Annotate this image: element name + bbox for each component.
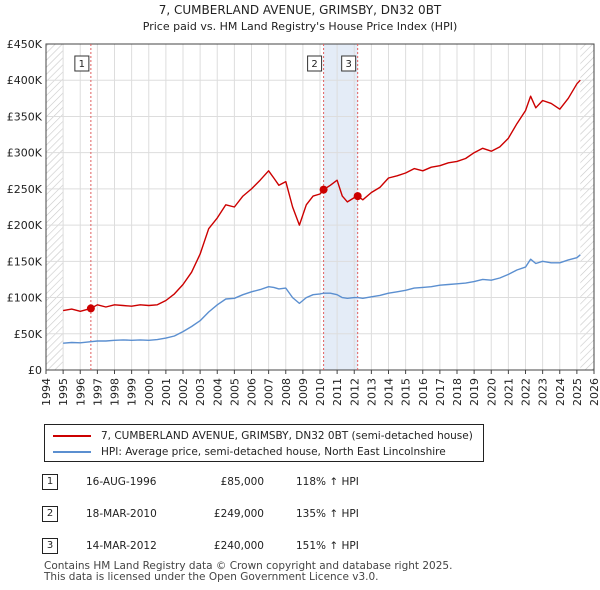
legend-item-property: 7, CUMBERLAND AVENUE, GRIMSBY, DN32 0BT … — [53, 428, 473, 444]
transaction-number-badge: 1 — [42, 474, 58, 490]
x-tick-label: 2003 — [194, 378, 207, 406]
table-row: 2 18-MAR-2010 £249,000 135% ↑ HPI — [42, 506, 442, 524]
y-tick-label: £300K — [7, 147, 43, 160]
x-tick-label: 2020 — [485, 378, 498, 406]
sale-point — [353, 192, 362, 201]
hpi-line — [63, 254, 581, 344]
legend: 7, CUMBERLAND AVENUE, GRIMSBY, DN32 0BT … — [44, 424, 484, 462]
x-tick-label: 2018 — [451, 378, 464, 406]
y-tick-label: £0 — [28, 364, 42, 377]
sale-label-box — [74, 55, 90, 72]
transaction-hpi: 118% ↑ HPI — [296, 476, 359, 488]
table-row: 1 16-AUG-1996 £85,000 118% ↑ HPI — [42, 474, 442, 492]
x-tick-label: 2009 — [297, 378, 310, 406]
y-tick-label: £400K — [7, 74, 43, 87]
sale-point — [86, 304, 95, 313]
y-tick-label: £50K — [14, 328, 43, 341]
y-tick-label: £250K — [7, 183, 43, 196]
x-tick-label: 2014 — [383, 378, 396, 406]
x-tick-label: 1998 — [109, 378, 122, 406]
y-tick-label: £200K — [7, 219, 43, 232]
legend-swatch-hpi — [53, 451, 91, 453]
y-tick-label: £350K — [7, 110, 43, 123]
x-tick-label: 1996 — [74, 378, 87, 406]
highlight-range — [323, 44, 358, 370]
chart-title: 7, CUMBERLAND AVENUE, GRIMSBY, DN32 0BT — [159, 3, 442, 17]
x-tick-label: 1997 — [91, 378, 104, 406]
x-tick-label: 2025 — [571, 378, 584, 406]
x-tick-label: 2015 — [400, 378, 413, 406]
transaction-number-badge: 2 — [42, 506, 58, 522]
x-tick-label: 2019 — [468, 378, 481, 406]
hatched-range — [580, 44, 594, 370]
transaction-date: 14-MAR-2012 — [86, 540, 157, 552]
legend-label-property: 7, CUMBERLAND AVENUE, GRIMSBY, DN32 0BT … — [101, 430, 473, 442]
x-tick-label: 1999 — [126, 378, 139, 406]
sale-point — [319, 185, 328, 194]
sale-label-box — [341, 55, 357, 72]
transaction-date: 18-MAR-2010 — [86, 508, 157, 520]
price-chart: 7, CUMBERLAND AVENUE, GRIMSBY, DN32 0BT … — [7, 3, 600, 406]
x-tick-label: 2006 — [246, 378, 259, 406]
x-tick-label: 2011 — [331, 378, 344, 406]
x-tick-label: 2024 — [554, 378, 567, 406]
x-tick-label: 2017 — [434, 378, 447, 406]
transaction-number-badge: 3 — [42, 538, 58, 554]
x-tick-label: 1994 — [40, 378, 53, 406]
x-tick-label: 2022 — [520, 378, 533, 406]
transaction-hpi: 151% ↑ HPI — [296, 540, 359, 552]
x-tick-label: 2021 — [502, 378, 515, 406]
x-tick-label: 1995 — [57, 378, 70, 406]
x-tick-label: 2013 — [365, 378, 378, 406]
legend-item-hpi: HPI: Average price, semi-detached house,… — [53, 444, 446, 460]
footer-licence: This data is licensed under the Open Gov… — [44, 571, 379, 583]
legend-swatch-property — [53, 435, 91, 437]
transaction-price: £240,000 — [213, 540, 264, 552]
sale-label: 2 — [311, 59, 317, 70]
hatched-range — [46, 44, 64, 370]
x-tick-label: 2008 — [280, 378, 293, 406]
x-tick-label: 2010 — [314, 378, 327, 406]
transaction-hpi: 135% ↑ HPI — [296, 508, 359, 520]
y-tick-label: £100K — [7, 292, 43, 305]
transaction-date: 16-AUG-1996 — [86, 476, 157, 488]
x-tick-label: 2002 — [177, 378, 190, 406]
y-tick-label: £450K — [7, 38, 43, 51]
legend-label-hpi: HPI: Average price, semi-detached house,… — [101, 446, 446, 458]
footer-copyright: Contains HM Land Registry data © Crown c… — [44, 560, 453, 572]
x-tick-label: 2026 — [588, 378, 600, 406]
transaction-price: £85,000 — [220, 476, 264, 488]
table-row: 3 14-MAR-2012 £240,000 151% ↑ HPI — [42, 538, 442, 556]
x-tick-label: 2023 — [537, 378, 550, 406]
y-tick-label: £150K — [7, 255, 43, 268]
sale-label: 3 — [345, 59, 351, 70]
x-tick-label: 2016 — [417, 378, 430, 406]
footer-attribution: Contains HM Land Registry data © Crown c… — [44, 561, 452, 583]
x-tick-label: 2007 — [263, 378, 276, 406]
sale-label-box — [307, 55, 323, 72]
transaction-price: £249,000 — [213, 508, 264, 520]
x-tick-label: 2001 — [160, 378, 173, 406]
plot-frame — [45, 43, 595, 371]
x-tick-label: 2004 — [211, 378, 224, 406]
x-tick-label: 2000 — [143, 378, 156, 406]
x-tick-label: 2012 — [348, 378, 361, 406]
x-tick-label: 2005 — [228, 378, 241, 406]
sale-label: 1 — [79, 59, 85, 70]
chart-subtitle: Price paid vs. HM Land Registry's House … — [143, 20, 458, 33]
